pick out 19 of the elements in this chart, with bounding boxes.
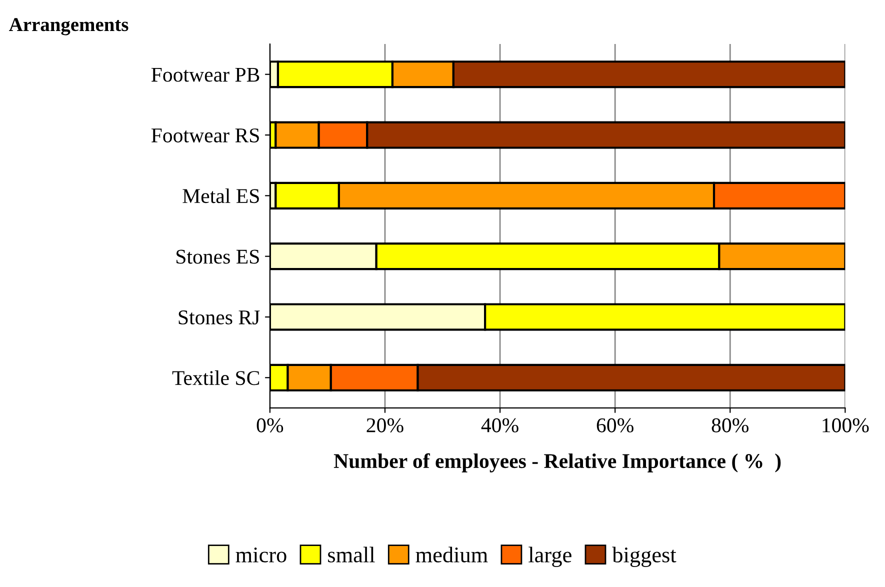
legend-label: large [528, 546, 572, 567]
x-tick-label: 40% [481, 418, 518, 432]
legend-label: small [328, 546, 375, 562]
y-axis-title: Arrangements [9, 18, 128, 36]
x-tick-label: 100% [822, 418, 869, 432]
x-axis-title: Number of employees - Relative Importance ( % ) [334, 453, 781, 472]
legend-label: biggest [612, 546, 676, 567]
y-tick-label: Metal ES [182, 188, 259, 204]
y-tick-label: Textile SC [172, 370, 260, 386]
y-tick-label: Footwear RS [151, 128, 259, 142]
legend-label: micro [236, 547, 286, 562]
y-tick-label: Stones ES [176, 250, 259, 264]
x-tick-label: 60% [596, 418, 634, 432]
y-tick-label: Stones RJ [178, 310, 260, 324]
x-tick-label: 0% [256, 418, 284, 432]
x-tick-label: 80% [712, 418, 749, 432]
x-tick-label: 20% [366, 418, 404, 432]
legend-label: medium [416, 546, 488, 562]
y-tick-label: Footwear PB [151, 68, 260, 82]
